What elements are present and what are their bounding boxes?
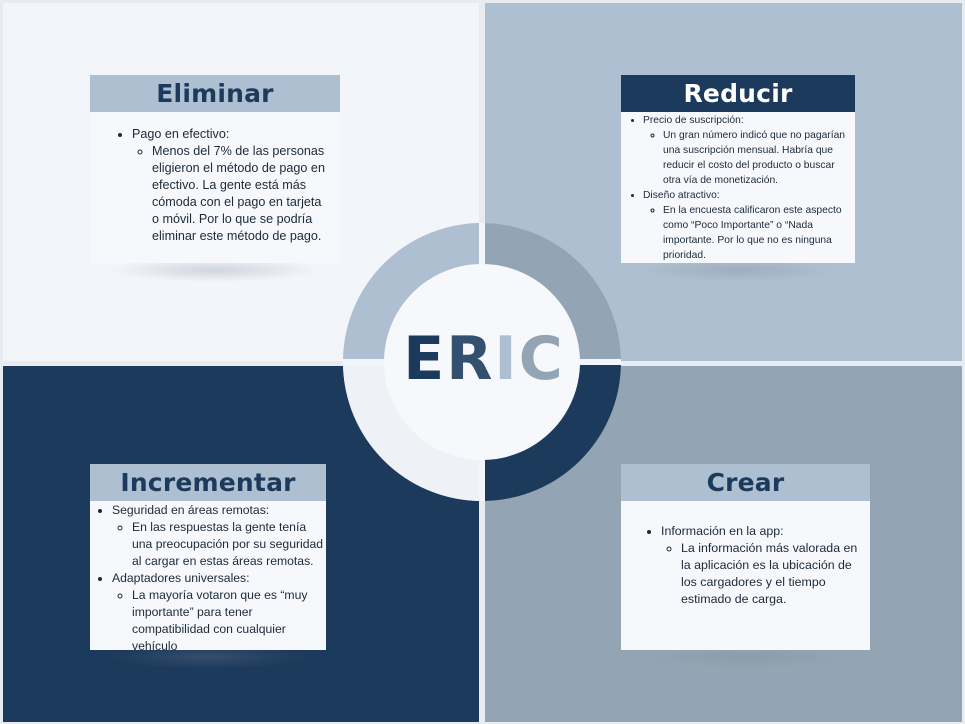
eric-letter-i: I xyxy=(494,324,519,394)
card-title-crear: Crear xyxy=(621,464,870,501)
sub-bullet-item: En la encuesta calificaron este aspecto … xyxy=(663,203,849,263)
sub-bullet-item: Menos del 7% de las personas eligieron e… xyxy=(152,143,330,245)
bullet-item: Adaptadores universales: La mayoría vota… xyxy=(112,570,326,655)
bullet-item: Seguridad en áreas remotas: En las respu… xyxy=(112,502,326,570)
card-title-eliminar: Eliminar xyxy=(90,75,340,112)
card-reducir: Reducir Precio de suscripción: Un gran n… xyxy=(621,75,855,263)
bullet-label: Información en la app: xyxy=(661,524,784,538)
bullet-label: Precio de suscripción: xyxy=(643,115,744,126)
eric-letter-e: E xyxy=(403,324,447,394)
bullet-label: Seguridad en áreas remotas: xyxy=(112,503,270,517)
card-eliminar: Eliminar Pago en efectivo: Menos del 7% … xyxy=(90,75,340,263)
bullet-label: Adaptadores universales: xyxy=(112,571,250,585)
eric-title: E R I C xyxy=(384,327,584,391)
bullet-item: Precio de suscripción: Un gran número in… xyxy=(643,113,849,188)
eric-letter-r: R xyxy=(446,324,495,394)
bullet-label: Pago en efectivo: xyxy=(132,127,230,141)
card-crear: Crear Información en la app: La informac… xyxy=(621,464,870,650)
center-disc xyxy=(384,264,580,460)
card-body-eliminar: Pago en efectivo: Menos del 7% de las pe… xyxy=(90,112,340,245)
eric-letter-c: C xyxy=(518,324,565,394)
card-body-reducir: Precio de suscripción: Un gran número in… xyxy=(621,112,855,263)
sub-bullet-item: La información más valorada en la aplica… xyxy=(681,540,860,608)
bullet-item: Diseño atractivo: En la encuesta calific… xyxy=(643,188,849,263)
card-title-reducir: Reducir xyxy=(621,75,855,112)
card-body-incrementar: Seguridad en áreas remotas: En las respu… xyxy=(90,501,326,655)
bullet-item: Información en la app: La información má… xyxy=(661,523,860,608)
card-incrementar: Incrementar Seguridad en áreas remotas: … xyxy=(90,464,326,653)
sub-bullet-item: Un gran número indicó que no pagarían un… xyxy=(663,128,849,188)
sub-bullet-item: La mayoría votaron que es “muy important… xyxy=(132,587,326,655)
sub-bullet-item: En las respuestas la gente tenía una pre… xyxy=(132,519,326,570)
card-title-incrementar: Incrementar xyxy=(90,464,326,501)
bullet-label: Diseño atractivo: xyxy=(643,190,720,201)
card-body-crear: Información en la app: La información má… xyxy=(621,501,870,608)
bullet-item: Pago en efectivo: Menos del 7% de las pe… xyxy=(132,126,330,245)
